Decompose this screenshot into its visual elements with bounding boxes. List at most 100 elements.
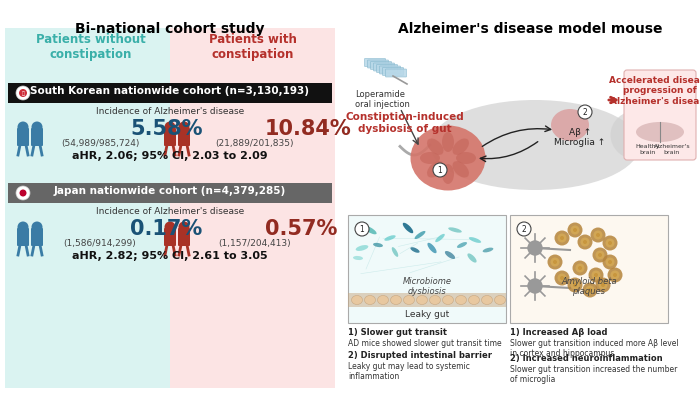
Circle shape <box>550 258 559 266</box>
Ellipse shape <box>448 228 462 233</box>
FancyBboxPatch shape <box>164 228 176 246</box>
Text: Alzheimer's
brain: Alzheimer's brain <box>654 144 690 155</box>
FancyBboxPatch shape <box>377 65 398 72</box>
Ellipse shape <box>351 295 363 305</box>
Circle shape <box>592 248 608 262</box>
FancyBboxPatch shape <box>624 70 696 160</box>
Circle shape <box>578 235 592 249</box>
Ellipse shape <box>410 126 486 191</box>
Ellipse shape <box>442 295 454 305</box>
Ellipse shape <box>551 109 589 141</box>
Circle shape <box>596 233 600 237</box>
Circle shape <box>598 253 602 257</box>
FancyBboxPatch shape <box>178 228 190 246</box>
Ellipse shape <box>414 231 426 239</box>
Circle shape <box>570 225 580 235</box>
FancyBboxPatch shape <box>178 128 190 146</box>
Circle shape <box>596 277 610 292</box>
Circle shape <box>583 240 587 244</box>
Circle shape <box>608 260 612 264</box>
Circle shape <box>16 86 30 100</box>
Text: Bi-national cohort study: Bi-national cohort study <box>76 22 265 36</box>
Circle shape <box>164 222 176 233</box>
Text: Leaky gut: Leaky gut <box>405 310 449 319</box>
Circle shape <box>580 238 589 246</box>
Text: (54,989/985,724): (54,989/985,724) <box>61 139 139 148</box>
Circle shape <box>573 228 577 232</box>
Text: aHR, 2.06; 95% CI, 2.03 to 2.09: aHR, 2.06; 95% CI, 2.03 to 2.09 <box>72 151 268 161</box>
Ellipse shape <box>442 164 454 184</box>
Circle shape <box>591 228 606 243</box>
Circle shape <box>610 271 620 279</box>
Text: aHR, 2.82; 95% CI, 2.61 to 3.05: aHR, 2.82; 95% CI, 2.61 to 3.05 <box>72 251 268 261</box>
Text: Accelerated disease
progression of
Alzheimer's disease: Accelerated disease progression of Alzhe… <box>609 76 700 106</box>
Ellipse shape <box>435 234 444 242</box>
Text: 2: 2 <box>582 108 587 116</box>
Ellipse shape <box>356 245 368 251</box>
Circle shape <box>603 254 617 269</box>
Ellipse shape <box>353 256 363 260</box>
Ellipse shape <box>442 132 454 152</box>
Text: 1) Slower gut transit: 1) Slower gut transit <box>348 328 447 337</box>
FancyBboxPatch shape <box>374 63 395 71</box>
Ellipse shape <box>430 295 440 305</box>
Text: 1: 1 <box>438 166 442 174</box>
Ellipse shape <box>363 226 377 234</box>
Ellipse shape <box>430 100 640 190</box>
Bar <box>510 215 668 323</box>
Circle shape <box>598 280 608 290</box>
Ellipse shape <box>456 295 466 305</box>
Ellipse shape <box>428 243 437 253</box>
Circle shape <box>568 222 582 238</box>
Bar <box>348 215 506 323</box>
FancyBboxPatch shape <box>370 62 391 70</box>
Circle shape <box>608 267 622 282</box>
Circle shape <box>608 241 612 245</box>
Text: 태: 태 <box>22 91 24 96</box>
FancyBboxPatch shape <box>365 59 386 67</box>
Text: 5.58%: 5.58% <box>130 119 202 139</box>
Circle shape <box>560 276 564 280</box>
Circle shape <box>596 251 605 259</box>
Ellipse shape <box>636 122 684 142</box>
Text: Incidence of Alzheimer's disease: Incidence of Alzheimer's disease <box>96 107 244 116</box>
FancyBboxPatch shape <box>382 67 403 75</box>
Text: (21,889/201,835): (21,889/201,835) <box>216 139 294 148</box>
FancyBboxPatch shape <box>31 128 43 146</box>
Circle shape <box>517 222 531 236</box>
Ellipse shape <box>427 138 444 155</box>
Circle shape <box>178 122 190 132</box>
FancyBboxPatch shape <box>17 128 29 146</box>
Circle shape <box>557 274 566 282</box>
Ellipse shape <box>452 138 469 155</box>
Circle shape <box>19 89 27 97</box>
Text: Japan nationwide cohort (n=4,379,285): Japan nationwide cohort (n=4,379,285) <box>54 186 286 196</box>
Ellipse shape <box>456 152 476 164</box>
Circle shape <box>32 122 43 132</box>
Text: (1,157/204,413): (1,157/204,413) <box>218 239 291 248</box>
Circle shape <box>573 261 587 276</box>
Text: Leaky gut may lead to systemic
inflammation: Leaky gut may lead to systemic inflammat… <box>348 362 470 381</box>
Circle shape <box>18 122 29 132</box>
Text: 2) Increased neuroinflammation: 2) Increased neuroinflammation <box>510 354 663 363</box>
Circle shape <box>355 222 369 236</box>
Circle shape <box>557 233 566 243</box>
Ellipse shape <box>494 295 505 305</box>
Ellipse shape <box>452 161 469 178</box>
Circle shape <box>613 273 617 277</box>
Text: Patients without
constipation: Patients without constipation <box>36 33 146 61</box>
Text: Incidence of Alzheimer's disease: Incidence of Alzheimer's disease <box>96 207 244 216</box>
Ellipse shape <box>468 253 477 263</box>
Text: Loperamide
oral injection: Loperamide oral injection <box>355 90 410 109</box>
Circle shape <box>592 271 601 279</box>
Circle shape <box>560 236 564 240</box>
Text: (1,586/914,299): (1,586/914,299) <box>64 239 136 248</box>
Text: 2) Disrupted intestinal barrier: 2) Disrupted intestinal barrier <box>348 351 492 360</box>
Text: Patients with
constipation: Patients with constipation <box>209 33 297 61</box>
Ellipse shape <box>384 235 395 241</box>
Circle shape <box>527 241 542 256</box>
Ellipse shape <box>468 295 480 305</box>
Text: Amyloid beta
plaques: Amyloid beta plaques <box>561 277 617 296</box>
Ellipse shape <box>482 295 493 305</box>
Text: 1) Increased Aβ load: 1) Increased Aβ load <box>510 328 608 337</box>
